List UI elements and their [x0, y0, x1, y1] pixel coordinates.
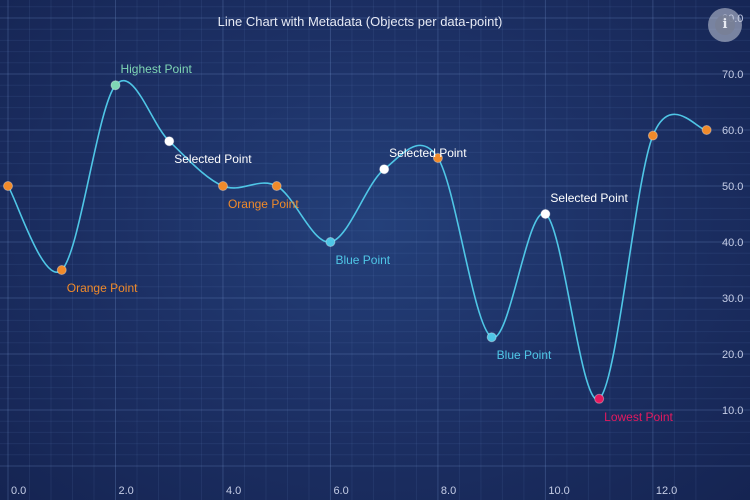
x-tick-label: 10.0: [548, 485, 569, 497]
data-point[interactable]: [3, 181, 13, 191]
data-point[interactable]: [379, 164, 390, 175]
y-tick-label: 40.0: [722, 237, 743, 249]
point-label: Blue Point: [335, 253, 390, 267]
point-label: Orange Point: [228, 197, 299, 211]
data-point[interactable]: [540, 209, 551, 219]
data-point[interactable]: [647, 130, 658, 141]
data-points: [3, 80, 712, 404]
point-annotations: Orange Point Highest Point Selected Point O…: [67, 62, 674, 424]
y-tick-label: 50.0: [722, 181, 743, 193]
y-tick-label: 60.0: [722, 125, 743, 137]
point-label: Selected Point: [174, 152, 252, 166]
x-tick-label: 2.0: [118, 485, 133, 497]
chart-title: Line Chart with Metadata (Objects per da…: [218, 14, 503, 29]
x-tick-label: 6.0: [333, 485, 348, 497]
y-axis: 10.020.030.040.050.060.070.080.0: [722, 13, 743, 417]
x-tick-label: 4.0: [226, 485, 241, 497]
data-point[interactable]: [325, 237, 336, 247]
x-axis: 0.0 2.0 4.0 6.0 8.0 10.0 12.0: [11, 485, 677, 497]
x-tick-label: 8.0: [441, 485, 456, 497]
series-line: [7, 80, 707, 400]
data-point[interactable]: [594, 393, 605, 404]
data-point[interactable]: [271, 181, 282, 191]
data-point[interactable]: [701, 125, 712, 135]
data-point[interactable]: [110, 80, 121, 91]
y-tick-label: 10.0: [722, 405, 743, 417]
y-tick-label: 20.0: [722, 349, 743, 361]
info-glyph: i: [715, 15, 735, 35]
point-label: Blue Point: [497, 348, 552, 362]
x-tick-label: 0.0: [11, 485, 26, 497]
y-tick-label: 70.0: [722, 69, 743, 81]
data-point[interactable]: [164, 136, 175, 147]
point-label: Orange Point: [67, 281, 138, 295]
y-tick-label: 30.0: [722, 293, 743, 305]
data-point[interactable]: [432, 153, 443, 163]
data-point[interactable]: [217, 181, 228, 191]
point-label: Selected Point: [550, 191, 628, 205]
x-tick-label: 12.0: [656, 485, 677, 497]
data-point[interactable]: [56, 265, 67, 275]
point-label: Lowest Point: [604, 410, 673, 424]
point-label: Highest Point: [120, 62, 192, 76]
point-label: Selected Point: [389, 146, 467, 160]
data-point[interactable]: [486, 332, 497, 343]
info-icon[interactable]: i: [708, 8, 742, 42]
